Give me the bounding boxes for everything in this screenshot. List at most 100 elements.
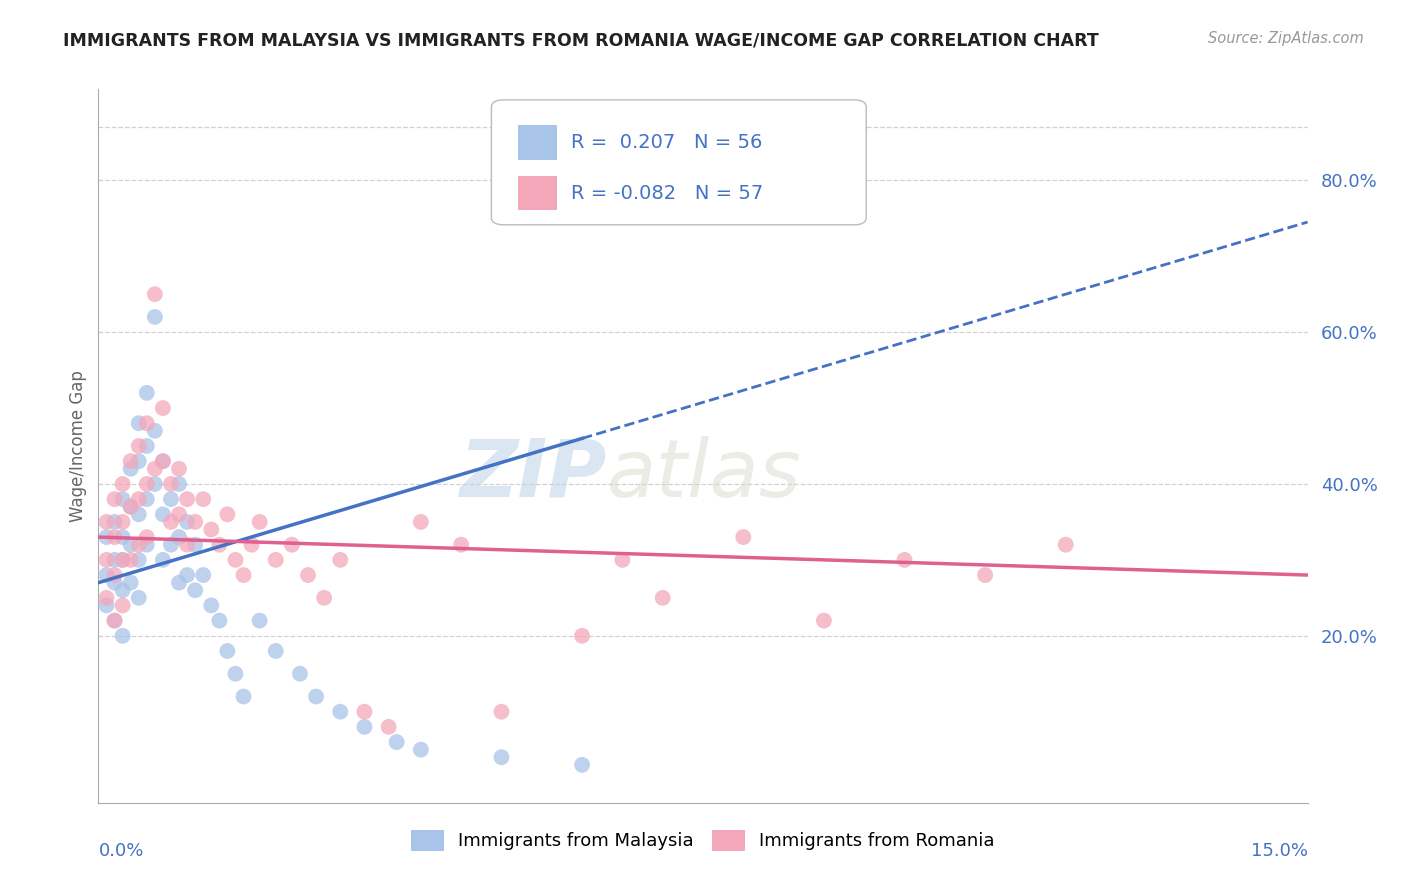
Point (491, 750, 513, 764)
Point (120, 454, 142, 468)
Point (128, 553, 150, 567)
Point (160, 515, 183, 529)
Point (571, 757, 593, 772)
Point (135, 477, 157, 491)
Point (974, 568, 997, 582)
Text: R =  0.207   N = 56: R = 0.207 N = 56 (571, 133, 762, 152)
Point (893, 553, 915, 567)
Point (651, 591, 673, 605)
Point (176, 538, 198, 552)
Point (111, 530, 134, 544)
Point (208, 614, 231, 628)
Point (111, 515, 134, 529)
Point (135, 530, 157, 544)
Point (103, 530, 125, 544)
Point (193, 568, 215, 582)
Point (143, 424, 166, 438)
Point (135, 385, 157, 400)
Point (167, 508, 190, 522)
Point (329, 705, 352, 719)
Point (143, 310, 166, 324)
Point (184, 538, 207, 552)
Point (111, 553, 134, 567)
Point (160, 492, 183, 507)
Point (96, 530, 118, 544)
Point (176, 568, 198, 582)
Bar (517, 125, 557, 160)
Point (224, 553, 246, 567)
Point (167, 530, 190, 544)
Point (353, 705, 375, 719)
Point (329, 553, 352, 567)
Point (120, 553, 142, 567)
Point (232, 568, 254, 582)
Point (135, 538, 157, 552)
Point (96, 515, 118, 529)
Point (288, 666, 311, 681)
Point (143, 477, 166, 491)
Point (217, 508, 239, 522)
Point (385, 735, 408, 749)
Text: ZIP: ZIP (458, 435, 606, 514)
Point (111, 599, 134, 613)
Point (120, 500, 142, 514)
Text: R = -0.082   N = 57: R = -0.082 N = 57 (571, 184, 763, 202)
Point (111, 477, 134, 491)
Point (264, 553, 287, 567)
Point (103, 614, 125, 628)
Point (152, 454, 174, 468)
Point (200, 599, 222, 613)
Point (200, 523, 222, 537)
Point (176, 515, 198, 529)
Point (143, 462, 166, 476)
Point (184, 515, 207, 529)
Point (813, 614, 835, 628)
Point (353, 720, 375, 734)
Point (103, 553, 125, 567)
Text: 15.0%: 15.0% (1250, 842, 1308, 860)
Point (208, 538, 231, 552)
Point (612, 553, 634, 567)
Point (96, 599, 118, 613)
Point (111, 492, 134, 507)
Point (167, 575, 190, 590)
Point (167, 477, 190, 491)
Point (128, 591, 150, 605)
Point (249, 614, 271, 628)
Bar (517, 177, 557, 211)
FancyBboxPatch shape (492, 100, 866, 225)
Text: 0.0%: 0.0% (98, 842, 143, 860)
Point (111, 629, 134, 643)
Text: IMMIGRANTS FROM MALAYSIA VS IMMIGRANTS FROM ROMANIA WAGE/INCOME GAP CORRELATION : IMMIGRANTS FROM MALAYSIA VS IMMIGRANTS F… (63, 31, 1099, 49)
Point (120, 575, 142, 590)
Point (128, 439, 150, 453)
Point (281, 538, 304, 552)
Point (160, 538, 183, 552)
Point (103, 492, 125, 507)
Point (184, 583, 207, 598)
Point (120, 538, 142, 552)
Point (305, 690, 328, 704)
Point (103, 575, 125, 590)
Point (128, 508, 150, 522)
Point (232, 690, 254, 704)
Point (409, 515, 432, 529)
Point (409, 742, 432, 756)
Point (733, 530, 755, 544)
Point (111, 553, 134, 567)
Point (103, 515, 125, 529)
Legend: Immigrants from Malaysia, Immigrants from Romania: Immigrants from Malaysia, Immigrants fro… (405, 822, 1001, 858)
Point (135, 416, 157, 430)
Point (167, 462, 190, 476)
Point (152, 508, 174, 522)
Point (143, 287, 166, 301)
Point (160, 477, 183, 491)
Point (135, 439, 157, 453)
Point (103, 568, 125, 582)
Point (240, 538, 263, 552)
Point (152, 401, 174, 415)
Text: Source: ZipAtlas.com: Source: ZipAtlas.com (1208, 31, 1364, 46)
Point (120, 500, 142, 514)
Point (111, 583, 134, 598)
Point (103, 614, 125, 628)
